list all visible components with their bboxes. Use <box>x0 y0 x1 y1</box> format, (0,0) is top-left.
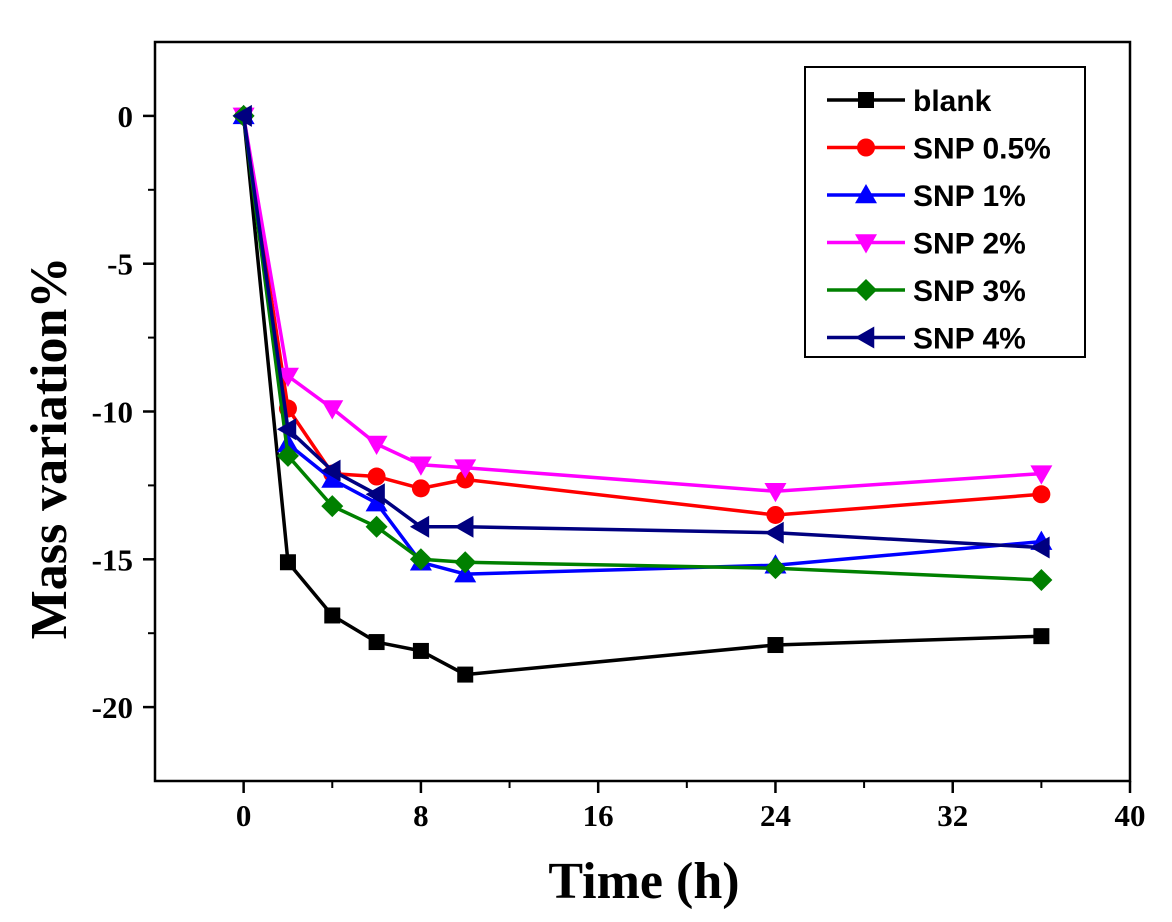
y-tick-label: -15 <box>92 542 133 577</box>
legend-swatch-marker <box>855 234 877 254</box>
legend-label: blank <box>913 85 992 118</box>
data-point-snp-4 <box>321 459 341 482</box>
data-point-blank <box>457 666 474 683</box>
legend-item-snp-4: SNP 4% <box>827 323 1026 356</box>
data-point-snp-2 <box>365 435 388 456</box>
data-point-snp-3 <box>409 548 432 571</box>
series-line-snp-2 <box>241 115 1042 494</box>
legend-label: SNP 1% <box>913 180 1026 213</box>
y-tick-label: 0 <box>118 99 134 134</box>
series-snp-4 <box>232 104 1050 559</box>
data-point-snp-4 <box>764 521 784 544</box>
legend-item-snp-1: SNP 1% <box>827 180 1026 213</box>
legend-item-snp-2: SNP 2% <box>827 228 1026 261</box>
data-point-snp-2 <box>409 456 432 476</box>
data-point-snp-0-5 <box>367 467 386 486</box>
x-axis-title: Time (h) <box>548 853 739 910</box>
x-tick-label: 0 <box>236 798 252 833</box>
data-point-snp-3 <box>1030 568 1053 591</box>
legend-swatch-marker <box>855 184 877 204</box>
legend-swatch-marker <box>857 138 875 157</box>
data-point-snp-3 <box>764 557 787 580</box>
legend-swatch-marker <box>858 92 874 108</box>
data-point-snp-4 <box>276 418 297 441</box>
legend-label: SNP 2% <box>913 228 1026 261</box>
data-point-snp-3 <box>276 444 299 467</box>
data-point-snp-1 <box>365 492 388 512</box>
data-point-snp-0-5 <box>411 479 430 498</box>
data-point-snp-0-5 <box>766 505 785 524</box>
series-blank <box>235 107 1050 683</box>
legend: blank SNP 0.5% SNP 1% SNP 2% SNP 3% SNP 4% <box>804 66 1086 358</box>
data-point-snp-2 <box>321 400 344 420</box>
data-point-blank <box>279 554 296 571</box>
axes-layer: 0 8 16 24 32 40 0 -5 -10 -15 -20 <box>92 99 1146 833</box>
data-point-blank <box>767 637 784 654</box>
data-point-snp-3 <box>321 495 344 518</box>
data-point-snp-2 <box>764 483 787 503</box>
data-point-snp-4 <box>454 515 474 538</box>
data-point-blank <box>324 607 341 624</box>
legend-label: SNP 4% <box>913 323 1026 356</box>
data-point-snp-0-5 <box>1032 485 1051 504</box>
y-tick-label: -20 <box>92 690 133 725</box>
legend-label: SNP 0.5% <box>913 133 1051 166</box>
legend-label: SNP 3% <box>913 275 1026 308</box>
data-point-snp-3 <box>454 551 477 574</box>
data-point-snp-4 <box>409 515 430 538</box>
series-line-snp-3 <box>241 115 1042 582</box>
data-point-snp-4 <box>232 104 252 127</box>
legend-item-blank: blank <box>827 85 992 118</box>
data-point-snp-1 <box>321 468 344 488</box>
x-tick-label: 24 <box>760 798 791 833</box>
x-tick-label: 8 <box>413 798 429 833</box>
x-tick-label: 40 <box>1115 798 1146 833</box>
legend-swatch-marker <box>855 326 875 349</box>
legend-box <box>804 66 1086 358</box>
y-tick-label: -10 <box>92 395 133 430</box>
data-point-snp-2 <box>1030 465 1053 485</box>
series-layer <box>232 104 1053 683</box>
data-point-blank <box>368 634 385 651</box>
data-point-snp-0-5 <box>456 470 475 489</box>
legend-item-snp-0-5: SNP 0.5% <box>827 133 1051 166</box>
data-point-snp-4 <box>1030 536 1050 559</box>
series-line-blank <box>241 115 1042 677</box>
data-point-snp-2 <box>276 367 299 388</box>
data-point-snp-3 <box>365 515 388 538</box>
data-point-snp-2 <box>454 459 477 479</box>
data-point-snp-4 <box>365 483 385 506</box>
x-tick-label: 32 <box>937 798 968 833</box>
series-snp-3 <box>232 104 1053 591</box>
x-tick-label: 16 <box>583 798 614 833</box>
y-axis-title: Mass variation% <box>21 257 78 640</box>
legend-swatch-marker <box>855 279 877 301</box>
legend-item-snp-3: SNP 3% <box>827 275 1026 308</box>
data-point-blank <box>412 642 429 659</box>
y-tick-label: -5 <box>107 247 133 282</box>
data-point-blank <box>1033 628 1050 645</box>
